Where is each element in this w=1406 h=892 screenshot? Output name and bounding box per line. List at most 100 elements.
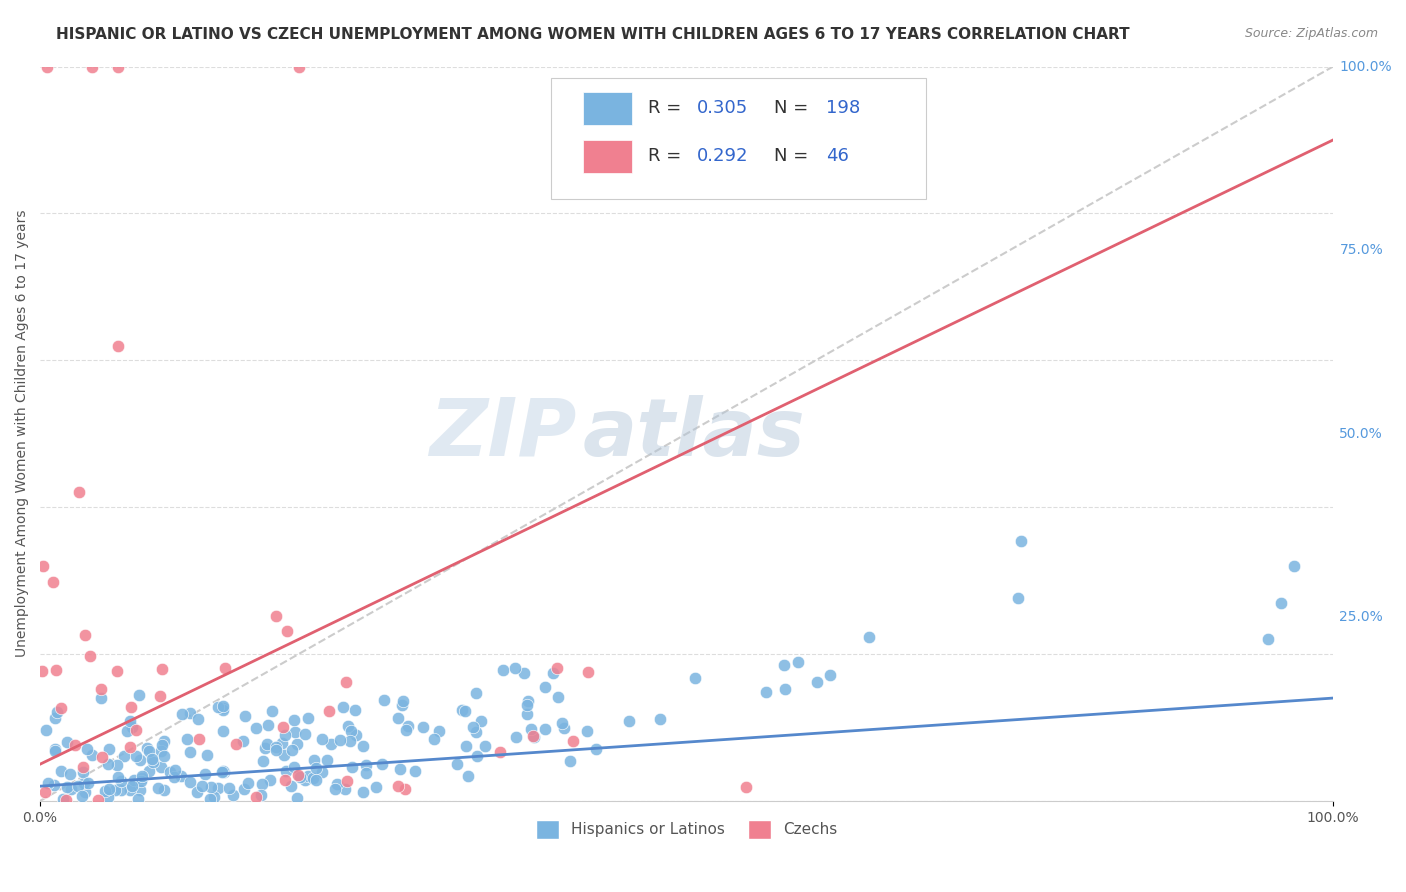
Point [392, 694, 415, 708]
Point [356, 766, 378, 780]
Point [194, 767, 217, 781]
Point [59, 767, 82, 781]
Point [285, 791, 308, 805]
Point [128, 689, 150, 703]
Point [131, 771, 153, 785]
Point [394, 782, 416, 797]
Point [120, 783, 142, 797]
Point [35, 723, 58, 737]
Point [465, 686, 488, 700]
Point [75, 627, 97, 641]
Point [516, 698, 538, 712]
Point [159, 765, 181, 780]
Point [142, 755, 165, 769]
Point [55, 793, 77, 807]
Point [76, 742, 98, 756]
Point [222, 788, 245, 802]
Point [225, 737, 247, 751]
Point [153, 748, 176, 763]
Point [42, 575, 65, 590]
Text: 100.0%: 100.0% [1340, 60, 1392, 74]
Point [55, 780, 77, 794]
Point [153, 734, 176, 748]
Point [46, 705, 69, 719]
Point [127, 792, 149, 806]
Text: 46: 46 [827, 147, 849, 165]
Point [195, 747, 218, 762]
Point [187, 731, 209, 746]
Point [297, 711, 319, 725]
Point [264, 739, 287, 754]
Point [388, 762, 411, 776]
Point [344, 728, 367, 742]
Point [94, 784, 117, 798]
Point [42, 778, 65, 792]
Point [470, 714, 492, 728]
Point [304, 772, 326, 787]
Point [262, 704, 284, 718]
Point [302, 771, 325, 785]
Point [190, 779, 212, 793]
Point [129, 773, 152, 788]
Point [149, 689, 172, 703]
Point [451, 703, 474, 717]
Point [212, 724, 235, 739]
Point [112, 748, 135, 763]
Point [280, 780, 302, 794]
Point [110, 783, 132, 797]
Point [773, 658, 796, 673]
Point [256, 718, 278, 732]
Point [370, 757, 392, 772]
Point [37, 776, 59, 790]
Point [207, 780, 229, 795]
Point [342, 760, 364, 774]
Point [271, 736, 294, 750]
Point [520, 723, 543, 737]
Point [343, 703, 366, 717]
Point [274, 764, 297, 778]
Point [489, 745, 512, 759]
Point [547, 690, 569, 705]
Point [315, 753, 337, 767]
Point [290, 770, 312, 784]
Point [149, 760, 172, 774]
Point [513, 666, 536, 681]
Point [233, 782, 256, 797]
Point [104, 783, 127, 797]
Point [735, 780, 758, 794]
Point [59, 782, 82, 797]
Point [446, 756, 468, 771]
Point [336, 773, 359, 788]
Point [287, 767, 309, 781]
Point [551, 716, 574, 731]
Point [541, 666, 564, 681]
Point [72, 764, 94, 779]
Point [354, 757, 377, 772]
Text: 50.0%: 50.0% [1340, 426, 1384, 441]
Point [491, 663, 513, 677]
Point [283, 725, 305, 739]
Point [218, 780, 240, 795]
Point [533, 681, 555, 695]
Point [245, 721, 267, 735]
Point [585, 742, 607, 756]
Point [364, 780, 387, 795]
Point [266, 743, 288, 757]
Point [31, 664, 53, 678]
Point [73, 785, 96, 799]
Point [283, 760, 305, 774]
Point [245, 790, 267, 805]
Point [423, 731, 446, 746]
Point [534, 722, 557, 736]
Point [211, 764, 233, 778]
Point [136, 741, 159, 756]
Text: 0.305: 0.305 [697, 99, 748, 118]
Point [287, 60, 309, 74]
Point [44, 711, 66, 725]
Point [558, 754, 581, 768]
Point [404, 764, 426, 778]
Point [387, 710, 409, 724]
Point [118, 714, 141, 728]
Point [45, 664, 67, 678]
Point [32, 558, 55, 573]
